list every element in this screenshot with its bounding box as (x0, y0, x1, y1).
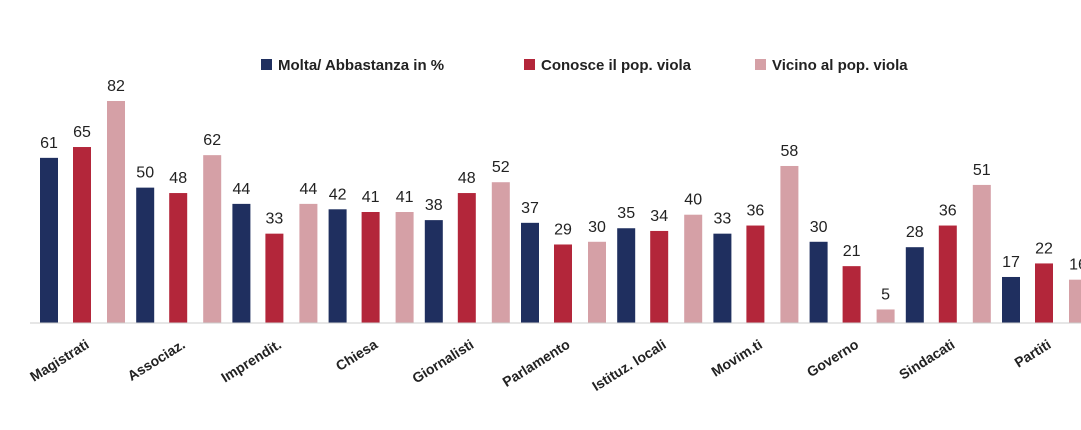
bar-1-6 (521, 222, 539, 323)
value-label-2-4: 41 (362, 189, 380, 206)
bar-1-3 (232, 203, 251, 323)
legend-swatch-3 (755, 59, 766, 70)
value-label-1-5: 38 (425, 197, 443, 214)
category-label-9: Governo (804, 336, 861, 380)
bar-2-6 (554, 244, 572, 323)
value-label-3-5: 52 (492, 159, 510, 176)
bar-3-9 (876, 309, 895, 323)
bar-2-8 (746, 225, 765, 323)
bars (40, 101, 1081, 323)
category-label-8: Movim.ti (708, 336, 765, 380)
bar-3-6 (588, 241, 606, 323)
bar-2-1 (73, 147, 91, 323)
category-label-1: Magistrati (27, 336, 92, 385)
value-label-3-3: 44 (300, 181, 318, 198)
value-label-3-6: 30 (588, 219, 606, 236)
value-label-3-9: 5 (881, 286, 890, 303)
value-label-1-3: 44 (233, 181, 251, 198)
value-label-2-2: 48 (169, 170, 187, 187)
value-label-2-5: 48 (458, 170, 476, 187)
value-label-1-10: 28 (906, 224, 924, 241)
category-label-7: Istituz. locali (589, 336, 669, 394)
value-label-1-6: 37 (521, 200, 539, 217)
bar-2-4 (361, 212, 380, 323)
bar-3-11 (1069, 279, 1081, 323)
category-label-3: Imprendit. (218, 336, 284, 385)
bar-2-3 (265, 233, 284, 323)
value-label-3-2: 62 (203, 132, 221, 149)
bar-2-2 (169, 193, 188, 323)
category-label-6: Parlamento (499, 336, 572, 390)
bar-1-9 (809, 241, 828, 323)
value-label-2-8: 36 (747, 203, 765, 220)
bar-1-2 (136, 187, 155, 323)
category-label-5: Giornalisti (409, 336, 476, 386)
bar-3-7 (684, 214, 703, 323)
value-label-2-6: 29 (554, 221, 572, 238)
value-label-3-11: 16 (1069, 257, 1081, 274)
value-label-1-4: 42 (329, 186, 347, 203)
value-labels: 61 65 82 50 48 62 44 33 44 42 41 41 38 48 52 37 29 30 35 34… (40, 78, 1081, 303)
value-label-2-1: 65 (73, 124, 91, 141)
value-label-1-11: 17 (1002, 254, 1020, 271)
value-label-1-1: 61 (40, 135, 58, 152)
bar-1-5 (424, 220, 443, 323)
legend-label-1: Molta/ Abbastanza in % (278, 57, 444, 74)
category-label-2: Associaz. (125, 336, 188, 384)
bar-3-3 (299, 203, 318, 323)
bar-1-11 (1002, 276, 1020, 323)
value-label-3-7: 40 (684, 192, 702, 209)
bar-3-2 (203, 155, 222, 323)
value-label-1-7: 35 (617, 205, 635, 222)
category-labels: Magistrati Associaz. Imprendit. Chiesa Giorn… (27, 336, 1054, 394)
bar-2-7 (650, 230, 669, 323)
bar-3-10 (972, 184, 991, 323)
value-label-1-2: 50 (136, 165, 154, 182)
category-label-4: Chiesa (333, 336, 381, 374)
legend-swatch-1 (261, 59, 272, 70)
value-label-1-8: 33 (714, 211, 732, 228)
legend-swatch-2 (524, 59, 535, 70)
value-label-3-10: 51 (973, 162, 991, 179)
bar-3-4 (395, 212, 414, 323)
value-label-1-9: 30 (810, 219, 828, 236)
value-label-2-7: 34 (650, 208, 668, 225)
value-label-2-10: 36 (939, 203, 957, 220)
bar-2-5 (457, 193, 476, 323)
bar-3-5 (491, 182, 510, 323)
bar-3-8 (780, 165, 799, 323)
bar-1-4 (328, 209, 347, 323)
bar-1-1 (40, 157, 58, 323)
bar-2-10 (938, 225, 957, 323)
bar-1-7 (617, 228, 636, 323)
value-label-2-3: 33 (266, 211, 284, 228)
value-label-3-1: 82 (107, 78, 125, 95)
bar-1-8 (713, 233, 732, 323)
bar-2-11 (1035, 263, 1053, 323)
legend-label-2: Conosce il pop. viola (541, 57, 692, 74)
value-label-3-4: 41 (396, 189, 414, 206)
legend-label-3: Vicino al pop. viola (772, 57, 908, 74)
category-label-11: Partiti (1011, 336, 1053, 371)
bar-2-9 (842, 266, 861, 323)
value-label-3-8: 58 (781, 143, 799, 160)
value-label-2-9: 21 (843, 243, 861, 260)
bar-3-1 (107, 101, 125, 323)
value-label-2-11: 22 (1035, 240, 1053, 257)
bar-1-10 (905, 247, 924, 323)
category-label-10: Sindacati (896, 336, 957, 383)
legend: Molta/ Abbastanza in % Conosce il pop. vi… (261, 57, 908, 74)
